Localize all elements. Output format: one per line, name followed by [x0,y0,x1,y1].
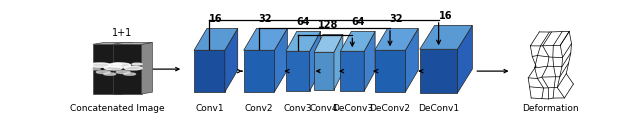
Polygon shape [314,52,334,90]
Circle shape [104,66,122,70]
Polygon shape [314,34,343,52]
Text: 64: 64 [296,17,310,27]
Polygon shape [275,28,287,92]
Circle shape [109,63,131,67]
Polygon shape [286,51,310,91]
Circle shape [116,71,130,74]
Polygon shape [113,44,141,94]
Text: 32: 32 [259,14,272,24]
Polygon shape [93,42,132,44]
Text: Deformation: Deformation [522,104,579,113]
Polygon shape [244,50,275,92]
Polygon shape [244,28,287,50]
Polygon shape [141,42,152,94]
Polygon shape [225,28,237,92]
Circle shape [92,68,100,70]
Text: 128: 128 [318,20,339,30]
Polygon shape [405,28,419,92]
Circle shape [112,63,122,65]
Polygon shape [364,31,375,91]
Circle shape [112,68,120,70]
Circle shape [132,63,142,65]
Text: 64: 64 [351,17,365,27]
Text: Concatenated Image: Concatenated Image [70,104,164,113]
Text: 16: 16 [209,14,223,24]
Text: 1+1: 1+1 [112,27,132,38]
Text: Conv2: Conv2 [245,104,273,113]
Text: Conv4: Conv4 [310,104,339,113]
Polygon shape [374,28,419,50]
Text: DeConv1: DeConv1 [418,104,459,113]
Polygon shape [113,42,152,44]
Polygon shape [458,25,472,93]
Polygon shape [194,50,225,92]
Polygon shape [194,28,237,50]
Polygon shape [122,42,132,94]
Circle shape [124,66,142,70]
Text: DeConv3: DeConv3 [332,104,373,113]
Circle shape [89,63,111,67]
Circle shape [104,73,116,75]
Text: Conv1: Conv1 [195,104,224,113]
Polygon shape [310,31,321,91]
Polygon shape [334,34,343,90]
Text: 32: 32 [390,14,403,24]
Text: 16: 16 [439,11,452,21]
Text: DeConv2: DeConv2 [369,104,410,113]
Polygon shape [340,31,375,51]
Polygon shape [93,44,122,94]
Polygon shape [286,31,321,51]
Polygon shape [420,25,472,49]
Polygon shape [340,51,364,91]
Polygon shape [420,49,458,93]
Text: Conv3: Conv3 [284,104,312,113]
Polygon shape [374,50,405,92]
Circle shape [97,71,110,74]
Circle shape [124,73,136,75]
